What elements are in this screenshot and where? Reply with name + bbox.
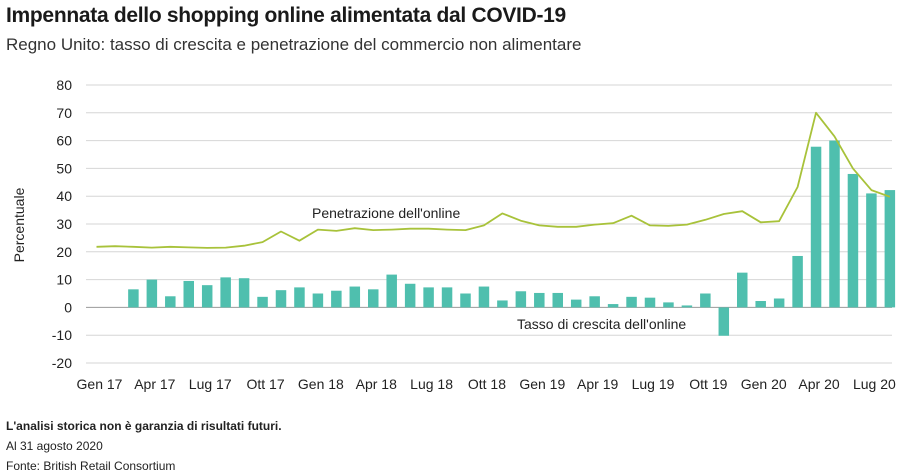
annotation-growth-rate: Tasso di crescita dell'online (517, 316, 686, 332)
growth-bar (534, 292, 545, 308)
growth-bars (128, 140, 896, 336)
x-tick-label: Lug 20 (853, 376, 896, 392)
growth-bar (884, 190, 896, 308)
y-tick-label: 0 (64, 299, 72, 315)
growth-bar (460, 293, 471, 308)
x-tick-label: Ott 19 (689, 376, 727, 392)
x-tick-label: Gen 18 (298, 376, 344, 392)
growth-bar (829, 140, 840, 308)
x-tick-label: Gen 20 (741, 376, 787, 392)
x-tick-label: Lug 17 (189, 376, 232, 392)
growth-bar (737, 272, 748, 308)
growth-bar (275, 290, 287, 308)
x-tick-label: Apr 19 (577, 376, 618, 392)
x-tick-label: Ott 17 (246, 376, 284, 392)
annotation-penetration: Penetrazione dell'online (312, 205, 460, 221)
growth-bar (552, 292, 563, 308)
growth-bar (570, 299, 582, 308)
x-tick-label: Apr 17 (134, 376, 175, 392)
growth-bar (183, 280, 194, 308)
growth-bar (386, 274, 397, 308)
growth-bar (681, 305, 693, 308)
x-tick-label: Ott 18 (468, 376, 506, 392)
growth-bar (663, 302, 674, 308)
growth-bar (847, 173, 859, 308)
x-tick-label: Lug 19 (632, 376, 675, 392)
growth-bar (755, 301, 766, 308)
growth-bar (257, 296, 268, 308)
x-tick-label: Apr 18 (356, 376, 397, 392)
growth-bar (773, 298, 785, 308)
growth-bar (441, 287, 453, 308)
x-tick-labels: Gen 17 Apr 17 Lug 17 Ott 17 Gen 18 Apr 18 Lug … (77, 376, 896, 392)
growth-bar (165, 296, 176, 308)
growth-bar (810, 146, 822, 308)
growth-bar (718, 307, 730, 336)
y-tick-label: -10 (52, 327, 72, 343)
growth-bar (644, 297, 656, 308)
growth-bar (589, 296, 600, 308)
chart-title: Impennata dello shopping online alimenta… (6, 4, 566, 27)
x-tick-label: Lug 18 (410, 376, 453, 392)
growth-bar (368, 289, 379, 308)
date-note: Al 31 agosto 2020 (6, 439, 103, 453)
x-tick-label: Gen 19 (519, 376, 565, 392)
growth-bar (607, 304, 619, 308)
growth-bar (146, 279, 158, 308)
y-tick-labels: -20 -10 0 10 20 30 40 50 60 70 80 (52, 77, 72, 371)
y-tick-label: 40 (56, 188, 72, 204)
growth-bar (866, 193, 877, 308)
growth-bar (700, 293, 711, 308)
growth-bar (331, 290, 342, 308)
y-tick-label: 70 (56, 105, 72, 121)
growth-bar (294, 287, 305, 308)
disclaimer-note: L'analisi storica non è garanzia di risu… (6, 419, 282, 433)
gridlines (86, 84, 892, 364)
x-tick-label: Apr 20 (798, 376, 839, 392)
growth-bar (349, 286, 361, 308)
growth-bar (478, 286, 490, 308)
y-tick-label: -20 (52, 355, 72, 371)
y-tick-label: 50 (56, 160, 72, 176)
source-note: Fonte: British Retail Consortium (6, 459, 176, 473)
y-axis-label: Percentuale (11, 187, 27, 262)
growth-bar (220, 277, 231, 308)
y-tick-label: 20 (56, 244, 72, 260)
chart: -20 -10 0 10 20 30 40 50 60 70 80 Gen 17 Apr 17 Lug … (11, 77, 896, 392)
y-tick-label: 30 (56, 216, 72, 232)
growth-bar (128, 289, 139, 308)
growth-bar (404, 283, 416, 308)
y-tick-label: 80 (56, 77, 72, 93)
chart-subtitle: Regno Unito: tasso di crescita e penetra… (6, 35, 582, 54)
y-tick-label: 60 (56, 133, 72, 149)
growth-bar (312, 293, 324, 308)
growth-bar (201, 285, 213, 308)
growth-bar (238, 278, 250, 308)
y-tick-label: 10 (56, 272, 72, 288)
growth-bar (626, 296, 637, 308)
x-tick-label: Gen 17 (77, 376, 123, 392)
penetration-line-layer (96, 111, 891, 249)
penetration-line (96, 111, 891, 249)
growth-bar (497, 300, 508, 308)
growth-bar (515, 291, 527, 308)
growth-bar (792, 255, 803, 308)
growth-bar (423, 287, 434, 308)
